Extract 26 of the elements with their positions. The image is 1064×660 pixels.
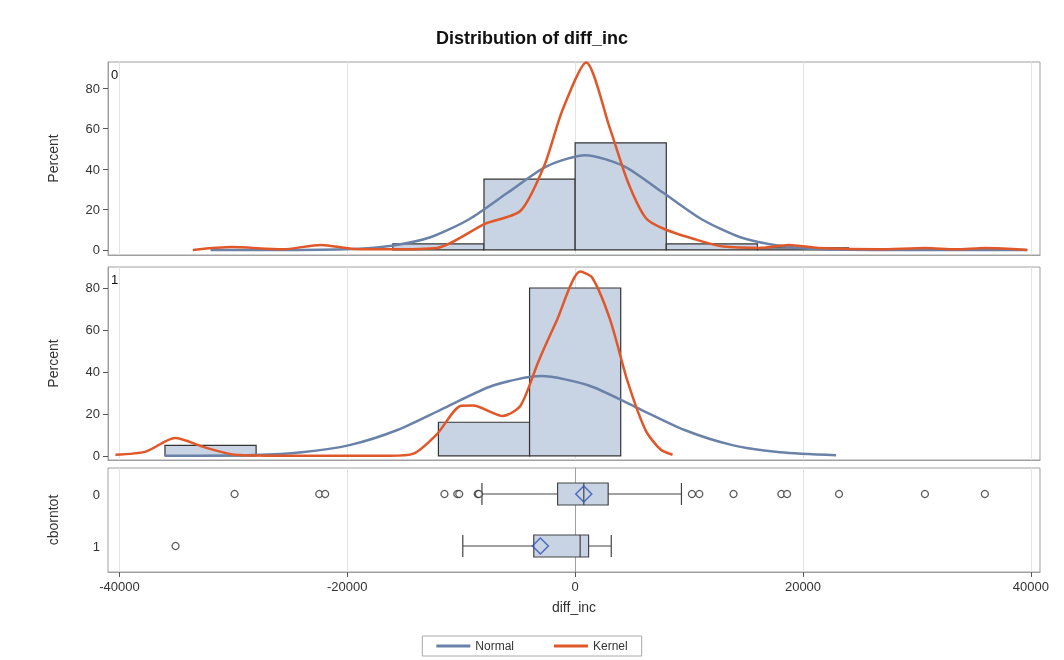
y-tick-label: 20 bbox=[85, 202, 100, 218]
y-axis-title: Percent bbox=[45, 134, 61, 183]
y-tick-label: 80 bbox=[85, 80, 100, 96]
x-tick-label: -20000 bbox=[327, 579, 368, 594]
y-axis-title: Percent bbox=[45, 339, 61, 388]
x-axis-title: diff_inc bbox=[551, 599, 597, 615]
legend-label: Kernel bbox=[592, 639, 628, 653]
y-tick-label: 60 bbox=[85, 121, 100, 137]
y-tick-label: 60 bbox=[85, 322, 100, 338]
y-tick-label: 0 bbox=[92, 448, 100, 464]
legend-label: Normal bbox=[475, 639, 514, 653]
annotation: 0 bbox=[111, 67, 119, 82]
x-tick-label: -40000 bbox=[99, 579, 140, 594]
y-tick-label: 40 bbox=[85, 161, 100, 177]
y-tick-label: 80 bbox=[85, 280, 100, 296]
x-tick-label: 40000 bbox=[1012, 579, 1049, 594]
chart-title: Distribution of diff_inc bbox=[436, 28, 628, 48]
x-tick-label: 0 bbox=[571, 579, 579, 594]
annotation: 1 bbox=[111, 272, 119, 287]
x-tick-label: 20000 bbox=[784, 579, 822, 594]
y-tick-label: 20 bbox=[85, 406, 100, 422]
y-axis-title: cborntot bbox=[45, 494, 61, 546]
y-tick-label: 40 bbox=[85, 364, 100, 380]
y-tick-label: 0 bbox=[92, 486, 100, 502]
y-tick-label: 1 bbox=[92, 538, 100, 554]
y-tick-label: 0 bbox=[92, 242, 100, 258]
